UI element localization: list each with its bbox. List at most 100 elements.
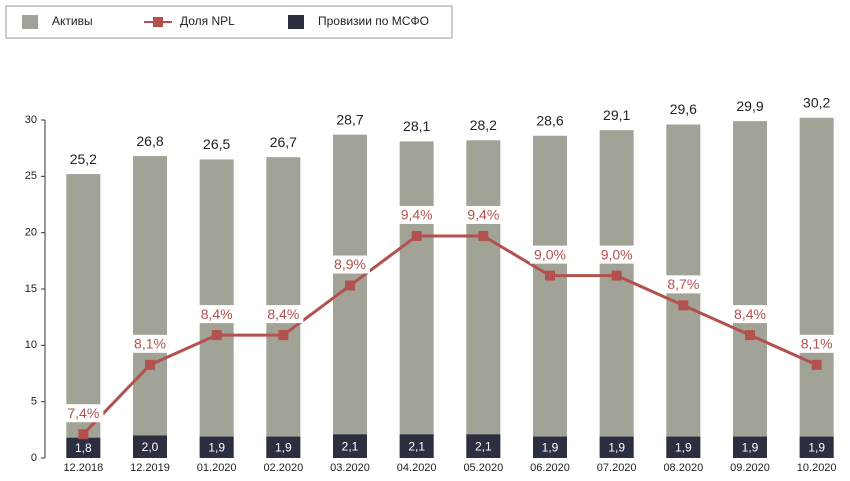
- bar: [66, 437, 101, 458]
- y-tick-label: 30: [25, 114, 37, 126]
- x-tick-label: 08.2020: [663, 462, 703, 474]
- bar: [333, 434, 367, 458]
- x-tick-label: 05.2020: [463, 462, 503, 474]
- x-tick-label: 04.2020: [397, 462, 437, 474]
- x-tick-label: 01.2020: [197, 462, 237, 474]
- bar-value-label: 2,0: [142, 440, 159, 454]
- line-label-bg: [463, 205, 504, 224]
- line-marker: [678, 300, 689, 311]
- bar-value-label: 2,1: [342, 439, 359, 453]
- bar-value-label: 28,2: [470, 117, 497, 133]
- legend-swatch: [288, 15, 304, 29]
- bar-value-label: 1,8: [75, 441, 92, 455]
- bar: [333, 134, 367, 458]
- bar: [199, 436, 234, 458]
- line-label-bg: [330, 255, 370, 274]
- x-tick-label: 06.2020: [530, 462, 570, 474]
- bar-value-label: 1,9: [208, 440, 225, 454]
- bar-value-label: 1,9: [742, 440, 759, 454]
- bar: [533, 135, 567, 459]
- bar-value-label: 29,9: [736, 98, 763, 114]
- bar-value-label: 29,6: [670, 101, 697, 117]
- line-value-label: 8,4%: [201, 306, 233, 322]
- y-tick-label: 5: [31, 396, 37, 408]
- line: [82, 234, 818, 436]
- y-tick-label: 20: [25, 227, 37, 239]
- line-label-bg: [63, 404, 104, 423]
- line-label-bg: [263, 305, 304, 324]
- bar: [733, 121, 767, 459]
- line-label-bg: [796, 334, 837, 353]
- line-label-bg: [130, 334, 170, 353]
- bar: [533, 436, 567, 458]
- x-tick-label: 09.2020: [730, 462, 770, 474]
- legend-swatch: [153, 17, 163, 27]
- bar: [133, 435, 167, 458]
- line-value-label: 9,0%: [601, 246, 633, 262]
- bar-value-label: 26,5: [203, 136, 230, 152]
- bar-value-label: 1,9: [275, 440, 292, 454]
- bar-value-label: 28,7: [336, 111, 363, 127]
- legend-label: Активы: [52, 14, 93, 28]
- line-value-label: 8,1%: [801, 336, 833, 352]
- line-value-label: 8,9%: [334, 256, 366, 272]
- bar: [799, 436, 834, 458]
- line-label-bg: [530, 245, 570, 264]
- x-tick-label: 12.2019: [130, 462, 170, 474]
- bar-value-label: 2,1: [408, 439, 425, 453]
- line-value-label: 9,0%: [534, 246, 566, 262]
- line-value-label: 9,4%: [467, 207, 499, 223]
- legend-box: [5, 5, 453, 39]
- line-marker: [78, 429, 89, 440]
- bar-value-label: 26,8: [136, 133, 163, 149]
- bar: [666, 436, 701, 458]
- bar-value-label: 2,1: [475, 439, 492, 453]
- line-marker: [611, 270, 622, 281]
- line-value-label: 8,7%: [667, 276, 699, 292]
- line-value-label: 9,4%: [401, 207, 433, 223]
- legend-label: Провизии по МСФО: [318, 14, 429, 28]
- x-tick-label: 03.2020: [330, 462, 370, 474]
- bar: [466, 140, 501, 458]
- bar: [799, 117, 834, 458]
- line-marker: [745, 330, 755, 341]
- x-tick-label: 10.2020: [797, 462, 837, 474]
- bar-value-label: 1,9: [675, 440, 692, 454]
- line-marker: [211, 330, 222, 341]
- line-value-label: 7,4%: [67, 405, 99, 421]
- line-label-bg: [663, 275, 704, 294]
- line-marker: [478, 230, 489, 241]
- line-marker: [345, 280, 355, 291]
- bar: [599, 436, 634, 458]
- legend-label: Доля NPL: [180, 14, 235, 28]
- y-tick-label: 0: [31, 452, 37, 464]
- bar: [466, 434, 501, 458]
- bar-value-label: 29,1: [603, 107, 630, 123]
- bar-value-label: 25,2: [70, 151, 97, 167]
- line-marker: [145, 359, 155, 370]
- bar-value-label: 1,9: [542, 440, 559, 454]
- bar: [133, 156, 167, 458]
- y-tick-label: 25: [25, 170, 37, 182]
- bar: [733, 436, 767, 458]
- line-value-label: 8,1%: [134, 336, 166, 352]
- bar: [399, 141, 434, 458]
- y-tick-label: 15: [25, 283, 37, 295]
- bar-value-label: 28,1: [403, 118, 430, 134]
- bar-value-label: 26,7: [270, 134, 297, 150]
- line-label-bg: [730, 305, 770, 324]
- x-tick-label: 12.2018: [63, 462, 103, 474]
- x-tick-label: 02.2020: [263, 462, 303, 474]
- line-marker: [278, 330, 289, 341]
- legend-swatch: [22, 15, 38, 29]
- bar: [599, 130, 634, 458]
- line-label-bg: [196, 305, 237, 324]
- line-value-label: 8,4%: [267, 306, 299, 322]
- bar-value-label: 1,9: [608, 440, 625, 454]
- line-value-label: 8,4%: [734, 306, 766, 322]
- bar-value-label: 28,6: [536, 112, 563, 128]
- line-marker: [545, 270, 555, 281]
- line-label-bg: [396, 205, 437, 224]
- x-tick-label: 07.2020: [597, 462, 637, 474]
